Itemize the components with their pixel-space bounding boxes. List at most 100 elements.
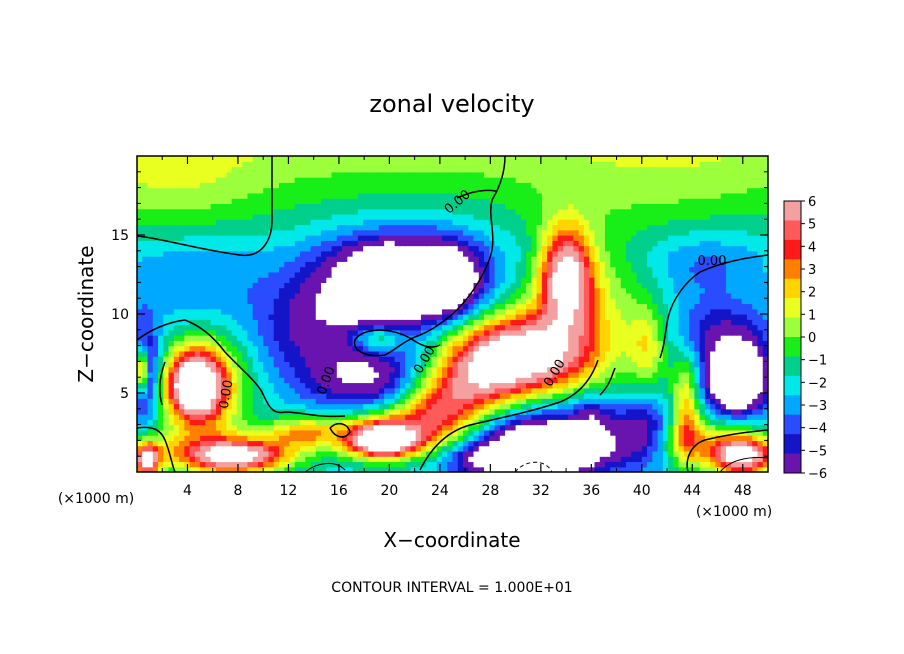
field-cell — [194, 292, 201, 299]
field-cell — [599, 456, 606, 463]
field-cell — [436, 324, 443, 331]
field-cell — [168, 324, 175, 331]
field-cell — [499, 345, 506, 352]
field-cell — [568, 298, 575, 305]
field-cell — [342, 445, 348, 452]
field-cell — [678, 303, 685, 310]
field-cell — [378, 335, 385, 341]
field-cell — [510, 335, 517, 341]
field-cell — [662, 361, 669, 368]
field-cell — [368, 361, 375, 368]
field-cell — [315, 277, 322, 283]
field-cell — [310, 314, 317, 320]
field-cell — [626, 424, 632, 431]
field-cell — [158, 450, 164, 457]
field-cell — [710, 424, 717, 431]
field-cell — [184, 335, 191, 341]
field-cell — [720, 366, 727, 373]
field-cell — [615, 398, 622, 405]
field-cell — [631, 419, 638, 426]
field-cell — [694, 403, 701, 410]
field-cell — [173, 308, 180, 315]
field-cell — [284, 403, 291, 410]
field-cell — [147, 419, 154, 426]
field-cell — [294, 335, 301, 341]
field-cell — [604, 387, 611, 394]
field-cell — [631, 408, 638, 415]
field-cell — [405, 277, 412, 283]
field-cell — [426, 329, 433, 336]
field-cell — [473, 319, 480, 326]
field-cell — [626, 366, 632, 373]
field-cell — [647, 277, 653, 283]
field-cell — [568, 361, 575, 368]
field-cell — [573, 466, 580, 472]
field-cell — [689, 403, 695, 410]
field-cell — [236, 303, 243, 310]
field-cell — [415, 382, 422, 389]
field-cell — [226, 450, 233, 457]
field-cell — [331, 382, 338, 389]
field-cell — [752, 282, 759, 289]
field-cell — [342, 314, 348, 320]
field-cell — [599, 466, 606, 472]
field-cell — [158, 456, 164, 463]
field-cell — [568, 429, 575, 436]
field-cell — [252, 466, 259, 472]
field-cell — [289, 414, 296, 420]
field-cell — [757, 314, 764, 320]
field-cell — [310, 445, 317, 452]
field-cell — [389, 440, 396, 447]
field-cell — [573, 414, 580, 420]
field-cell — [278, 424, 285, 431]
field-cell — [694, 424, 701, 431]
field-cell — [363, 345, 369, 352]
field-cell — [631, 261, 638, 268]
field-cell — [284, 398, 291, 405]
field-cell — [342, 371, 348, 378]
field-cell — [647, 450, 653, 457]
field-cell — [368, 419, 375, 426]
field-cell — [457, 403, 464, 410]
field-cell — [420, 271, 427, 278]
field-cell — [694, 414, 701, 420]
field-cell — [536, 271, 543, 278]
field-cell — [668, 414, 674, 420]
field-cell — [704, 261, 711, 268]
field-cell — [394, 393, 401, 399]
field-cell — [541, 287, 548, 294]
field-cell — [163, 429, 170, 436]
field-cell — [415, 261, 422, 268]
field-cell — [184, 271, 191, 278]
field-cell — [578, 345, 585, 352]
field-cell — [668, 366, 674, 373]
field-cell — [578, 329, 585, 336]
field-cell — [163, 261, 170, 268]
field-cell — [431, 250, 438, 257]
field-cell — [436, 335, 443, 341]
field-cell — [273, 292, 280, 299]
field-cell — [668, 387, 674, 394]
field-cell — [731, 303, 738, 310]
field-cell — [431, 382, 438, 389]
field-cell — [436, 387, 443, 394]
field-cell — [305, 340, 312, 347]
field-cell — [405, 345, 412, 352]
field-cell — [694, 461, 701, 468]
field-cell — [583, 340, 590, 347]
field-cell — [347, 414, 354, 420]
field-cell — [463, 361, 469, 368]
field-cell — [752, 435, 759, 441]
field-cell — [257, 356, 264, 362]
field-cell — [394, 335, 401, 341]
field-cell — [699, 298, 706, 305]
field-cell — [626, 403, 632, 410]
field-cell — [315, 356, 322, 362]
field-cell — [163, 277, 170, 283]
field-cell — [578, 387, 585, 394]
field-cell — [278, 350, 285, 357]
field-cell — [683, 445, 690, 452]
field-cell — [589, 335, 596, 341]
field-cell — [557, 445, 564, 452]
field-cell — [484, 450, 490, 457]
